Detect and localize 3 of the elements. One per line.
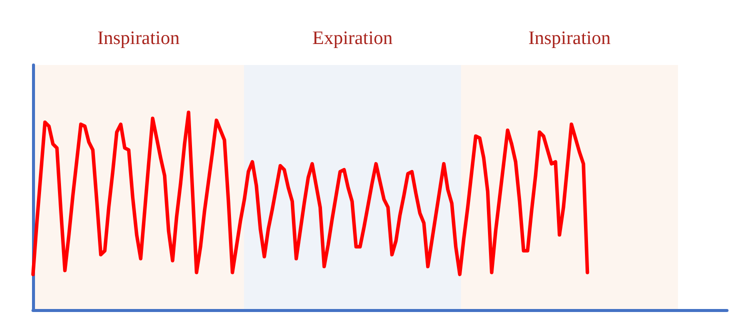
text: Expiration (312, 28, 393, 50)
text: Inspiration (97, 28, 180, 50)
text: Inspiration (528, 28, 611, 50)
